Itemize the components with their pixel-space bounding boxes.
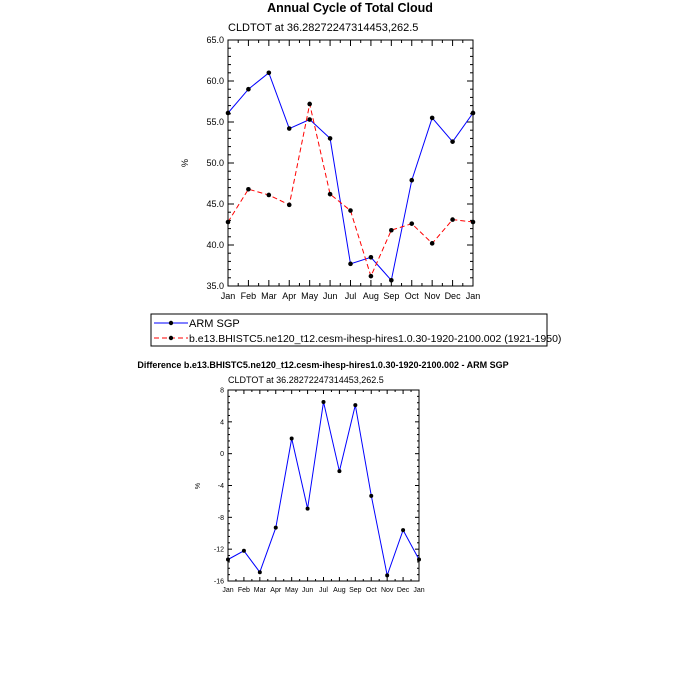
y-axis-label: % <box>180 159 190 167</box>
x-tick-label: Mar <box>261 291 277 301</box>
data-point <box>409 221 415 226</box>
x-tick-label: Aug <box>333 587 346 594</box>
legend-label-obs: ARM SGP <box>189 318 240 330</box>
y-tick-label: -8 <box>218 515 224 522</box>
x-tick-label: May <box>301 291 319 301</box>
chart-subtitle: CLDTOT at 36.28272247314453,262.5 <box>228 22 418 34</box>
data-point <box>225 110 231 116</box>
y-tick-label: 35.0 <box>206 281 224 291</box>
series-line-1 <box>227 103 474 278</box>
data-point <box>266 70 272 76</box>
data-point <box>327 136 333 141</box>
plot-frame <box>227 39 474 287</box>
y-tick-label: 8 <box>220 387 224 394</box>
data-point <box>470 219 476 225</box>
data-point <box>286 126 292 131</box>
data-point <box>450 217 455 222</box>
chart-title: Annual Cycle of Total Cloud <box>267 1 433 15</box>
data-point <box>305 506 310 511</box>
y-tick-label: 65.0 <box>206 35 224 45</box>
diff-chart-title: Difference b.e13.BHISTC5.ne120_t12.cesm-… <box>137 360 508 370</box>
data-point <box>273 525 278 530</box>
y-tick-label: 4 <box>220 419 224 426</box>
y-tick-label: 40.0 <box>206 240 224 250</box>
x-tick-label: Nov <box>424 291 441 301</box>
data-point <box>226 557 230 562</box>
data-point <box>369 493 374 498</box>
data-point <box>385 573 390 578</box>
x-tick-label: Oct <box>366 587 377 594</box>
data-point <box>409 177 415 183</box>
y-tick-label: -12 <box>214 547 224 554</box>
data-point <box>389 277 394 283</box>
data-point <box>470 110 476 116</box>
x-tick-label: Aug <box>363 291 379 301</box>
x-tick-label: May <box>285 587 299 594</box>
data-point <box>389 227 394 233</box>
diff-y-axis-label: % <box>195 483 202 489</box>
annual-cycle-plot: Jan Feb Mar Apr May Jun Jul Aug Sep Oct Nov Dec Jan3… <box>206 35 480 301</box>
data-point <box>417 557 421 562</box>
y-tick-label: -16 <box>214 578 224 585</box>
y-tick-label: 45.0 <box>206 199 224 209</box>
data-point <box>246 186 251 192</box>
x-tick-label: Jan <box>466 291 481 301</box>
data-point <box>401 528 406 533</box>
data-point <box>246 86 251 92</box>
x-tick-label: Jul <box>319 587 328 594</box>
data-point <box>450 139 455 144</box>
y-tick-label: 55.0 <box>206 117 224 127</box>
data-point <box>353 403 358 408</box>
x-tick-label: Feb <box>238 587 250 594</box>
legend: ARM SGP b.e13.BHISTC5.ne120_t12.cesm-ihe… <box>150 313 561 347</box>
data-point <box>241 548 246 553</box>
x-tick-label: Nov <box>381 587 394 594</box>
data-point <box>307 117 312 122</box>
x-tick-label: Jun <box>302 587 313 594</box>
x-tick-label: Mar <box>254 587 267 594</box>
data-point <box>348 208 353 213</box>
x-tick-label: Oct <box>405 291 420 301</box>
data-point <box>337 469 342 474</box>
data-point <box>321 399 326 404</box>
data-point <box>266 192 272 198</box>
plot-frame <box>227 389 420 582</box>
data-point <box>307 101 312 107</box>
data-point <box>368 254 374 260</box>
x-tick-label: Jun <box>323 291 338 301</box>
y-tick-label: 0 <box>220 451 224 458</box>
data-point <box>429 115 435 121</box>
x-tick-label: Jan <box>221 291 236 301</box>
x-tick-label: Feb <box>241 291 257 301</box>
data-point <box>327 191 333 197</box>
series-line-0 <box>227 71 474 282</box>
legend-marker-obs <box>168 320 174 326</box>
y-tick-label: 50.0 <box>206 158 224 168</box>
x-tick-label: Jan <box>222 587 233 594</box>
x-tick-label: Apr <box>270 587 282 594</box>
x-tick-label: Sep <box>349 587 362 594</box>
data-point <box>286 202 292 208</box>
x-tick-label: Apr <box>282 291 296 301</box>
y-tick-label: 60.0 <box>206 76 224 86</box>
difference-plot: Jan Feb Mar Apr May Jun Jul Aug Sep Oct Nov Dec Jan-… <box>214 387 425 594</box>
series-line-0 <box>227 401 420 578</box>
x-tick-label: Jul <box>345 291 357 301</box>
legend-marker-model <box>168 335 174 341</box>
legend-box <box>150 313 548 347</box>
x-tick-label: Jan <box>413 587 424 594</box>
diff-chart-subtitle: CLDTOT at 36.28272247314453,262.5 <box>228 375 384 385</box>
data-point <box>225 219 231 225</box>
data-point <box>289 436 294 441</box>
data-point <box>348 261 353 267</box>
x-tick-label: Dec <box>445 291 462 301</box>
x-tick-label: Sep <box>383 291 399 301</box>
legend-label-model: b.e13.BHISTC5.ne120_t12.cesm-ihesp-hires… <box>189 333 561 345</box>
data-point <box>368 273 374 279</box>
x-tick-label: Dec <box>397 587 410 594</box>
y-tick-label: -4 <box>218 483 224 490</box>
data-point <box>257 570 262 575</box>
data-point <box>429 241 435 246</box>
